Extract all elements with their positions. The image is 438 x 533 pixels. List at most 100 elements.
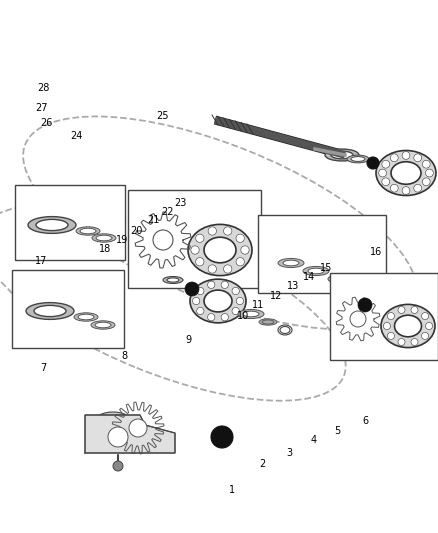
Ellipse shape [34,305,66,317]
Ellipse shape [204,237,236,263]
Ellipse shape [433,337,438,342]
Polygon shape [85,415,175,453]
Circle shape [402,151,410,159]
Circle shape [388,312,395,320]
Circle shape [383,322,390,329]
Circle shape [378,295,386,304]
Text: 20: 20 [131,226,143,236]
Ellipse shape [395,315,421,337]
Text: 28: 28 [38,83,50,93]
Text: 9: 9 [185,335,191,345]
Ellipse shape [376,291,388,295]
Ellipse shape [95,322,111,328]
Circle shape [421,312,428,320]
Ellipse shape [26,303,74,319]
Ellipse shape [259,319,277,325]
Circle shape [197,308,204,314]
Circle shape [382,178,390,185]
Circle shape [394,333,402,341]
Circle shape [196,234,204,243]
Text: 11: 11 [252,300,265,310]
Ellipse shape [303,266,329,276]
Text: 24: 24 [71,131,83,141]
Ellipse shape [28,216,76,233]
Ellipse shape [91,321,115,329]
Ellipse shape [418,330,432,335]
Ellipse shape [378,164,390,168]
Ellipse shape [308,268,324,274]
Circle shape [379,169,386,177]
Circle shape [394,295,402,304]
Circle shape [221,313,228,321]
Text: 27: 27 [35,103,48,113]
Circle shape [425,169,433,177]
Circle shape [378,333,386,341]
Ellipse shape [381,304,435,348]
Text: 25: 25 [156,111,168,121]
Circle shape [390,184,398,192]
Circle shape [426,322,433,329]
Circle shape [232,287,239,295]
Circle shape [236,234,244,243]
Text: 17: 17 [35,256,47,266]
Text: 3: 3 [286,448,292,458]
Circle shape [421,333,428,340]
Ellipse shape [95,412,131,430]
Text: 19: 19 [116,235,128,245]
Circle shape [414,184,422,192]
Text: 13: 13 [286,281,299,291]
Bar [15,185,125,260]
Circle shape [366,302,374,311]
Text: 12: 12 [270,291,282,301]
Ellipse shape [278,259,304,268]
Circle shape [232,308,239,314]
Circle shape [398,306,405,313]
Ellipse shape [375,163,393,169]
Text: 2: 2 [260,459,266,469]
Ellipse shape [328,274,354,284]
Circle shape [221,281,228,288]
Ellipse shape [243,311,259,317]
Circle shape [390,154,398,161]
Text: 14: 14 [303,272,315,282]
Circle shape [208,281,215,288]
Circle shape [193,297,200,305]
Text: 16: 16 [370,247,382,257]
Circle shape [406,325,414,334]
Circle shape [196,257,204,266]
Ellipse shape [96,235,112,241]
Ellipse shape [351,157,365,161]
Circle shape [361,314,369,322]
Ellipse shape [280,327,290,334]
Text: 5: 5 [334,426,340,435]
Text: 18: 18 [99,245,111,254]
Circle shape [197,287,204,295]
Circle shape [191,246,199,254]
Ellipse shape [36,220,68,231]
Ellipse shape [331,151,353,159]
Ellipse shape [391,161,421,184]
Circle shape [153,230,173,250]
Circle shape [350,311,366,327]
Ellipse shape [333,276,349,282]
Ellipse shape [92,234,116,242]
Ellipse shape [429,336,438,344]
Circle shape [113,461,123,471]
Text: 1: 1 [229,486,235,495]
Text: 23: 23 [175,198,187,207]
Bar [258,215,386,293]
Ellipse shape [372,289,392,296]
Ellipse shape [103,416,123,426]
Text: 26: 26 [40,118,52,127]
Ellipse shape [262,320,274,324]
Ellipse shape [358,293,422,343]
Circle shape [185,282,199,296]
Ellipse shape [190,279,246,323]
Ellipse shape [374,305,406,330]
Bar [330,273,438,360]
Bar [128,190,261,288]
Text: 4: 4 [310,435,316,445]
Ellipse shape [414,329,436,337]
Text: 21: 21 [147,215,159,225]
Circle shape [236,297,244,305]
